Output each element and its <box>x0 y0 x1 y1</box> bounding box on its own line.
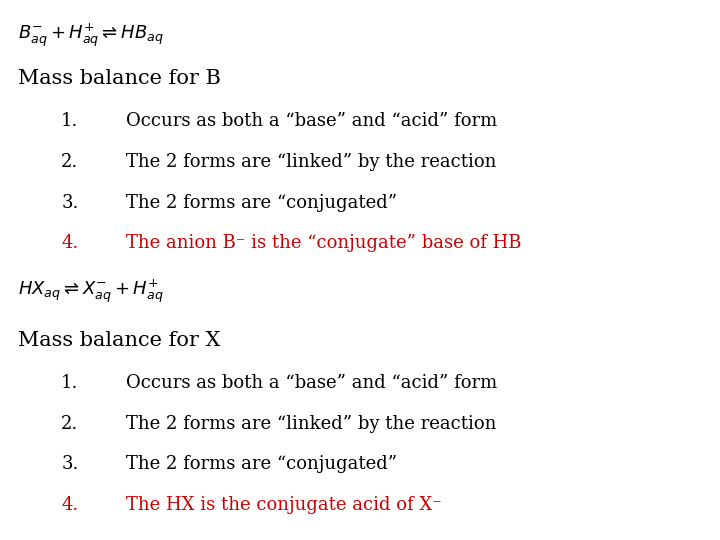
Text: Occurs as both a “base” and “acid” form: Occurs as both a “base” and “acid” form <box>126 112 498 131</box>
Text: The 2 forms are “linked” by the reaction: The 2 forms are “linked” by the reaction <box>126 153 496 171</box>
Text: The anion B⁻ is the “conjugate” base of HB: The anion B⁻ is the “conjugate” base of … <box>126 234 521 252</box>
Text: 4.: 4. <box>61 234 78 252</box>
Text: The HX is the conjugate acid of X⁻: The HX is the conjugate acid of X⁻ <box>126 496 442 514</box>
Text: The 2 forms are “conjugated”: The 2 forms are “conjugated” <box>126 193 397 212</box>
Text: 2.: 2. <box>61 153 78 171</box>
Text: 1.: 1. <box>61 112 78 131</box>
Text: The 2 forms are “conjugated”: The 2 forms are “conjugated” <box>126 455 397 474</box>
Text: 1.: 1. <box>61 374 78 393</box>
Text: The 2 forms are “linked” by the reaction: The 2 forms are “linked” by the reaction <box>126 415 496 433</box>
Text: $B^{-}_{aq} + H^{+}_{aq} \rightleftharpoons HB_{aq}$: $B^{-}_{aq} + H^{+}_{aq} \rightleftharpo… <box>18 22 163 49</box>
Text: Occurs as both a “base” and “acid” form: Occurs as both a “base” and “acid” form <box>126 374 498 393</box>
Text: 3.: 3. <box>61 455 78 474</box>
Text: 3.: 3. <box>61 193 78 212</box>
Text: Mass balance for X: Mass balance for X <box>18 330 220 350</box>
Text: $HX_{aq} \rightleftharpoons X^{-}_{aq} + H^{+}_{aq}$: $HX_{aq} \rightleftharpoons X^{-}_{aq} +… <box>18 278 163 305</box>
Text: Mass balance for B: Mass balance for B <box>18 69 221 88</box>
Text: 2.: 2. <box>61 415 78 433</box>
Text: 4.: 4. <box>61 496 78 514</box>
